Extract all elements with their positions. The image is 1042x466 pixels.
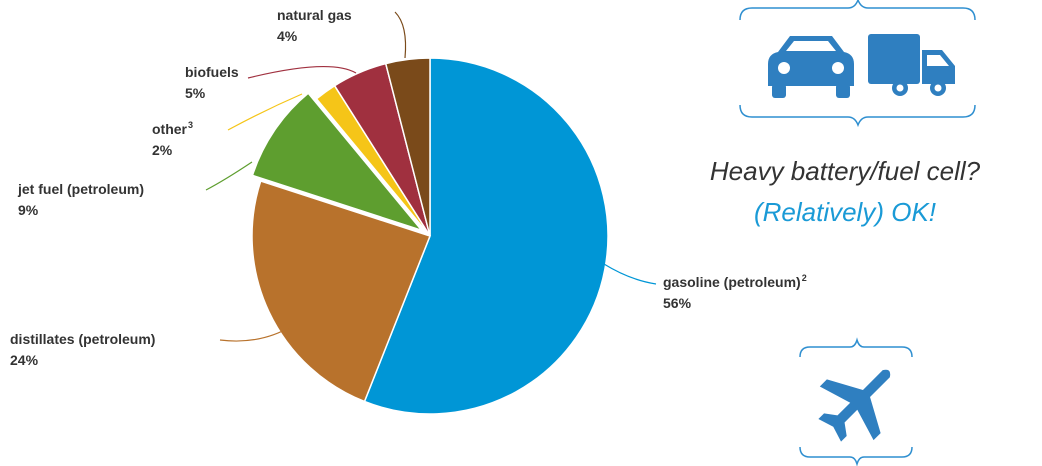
annotation: Heavy battery/fuel cell?: [710, 156, 981, 186]
value-label: 5%: [185, 85, 206, 101]
car-icon: [768, 36, 854, 98]
truck-icon: [868, 34, 955, 96]
leader-line: [603, 263, 657, 285]
brace: [799, 446, 913, 466]
value-label: 24%: [10, 352, 39, 368]
value-label: 4%: [277, 28, 298, 44]
value-label: 56%: [663, 295, 692, 311]
slice-label: gasoline (petroleum): [663, 274, 801, 290]
value-label: 2%: [152, 142, 173, 158]
slice-label: jet fuel (petroleum): [17, 181, 144, 197]
leader-line: [219, 325, 293, 342]
pie-slice: [251, 180, 431, 403]
slice-label: distillates (petroleum): [10, 331, 155, 347]
plane-icon: [818, 369, 891, 442]
leader-line: [247, 65, 357, 79]
pie-slice: [384, 57, 431, 237]
icons: [739, 0, 976, 466]
brace: [799, 337, 913, 358]
leader-line: [227, 93, 303, 131]
footnote: 2: [802, 273, 807, 283]
footnote: 3: [188, 120, 193, 130]
value-label: 9%: [18, 202, 39, 218]
slice-label: other: [152, 121, 188, 137]
leader-line: [394, 11, 407, 59]
annotation: (Relatively) OK!: [754, 197, 936, 227]
pie-slice: [251, 92, 424, 232]
leader-line: [205, 161, 253, 191]
pie-slice: [363, 57, 609, 415]
brace: [739, 104, 976, 128]
slice-label: biofuels: [185, 64, 239, 80]
slice-label: natural gas: [277, 7, 352, 23]
brace: [739, 0, 976, 21]
